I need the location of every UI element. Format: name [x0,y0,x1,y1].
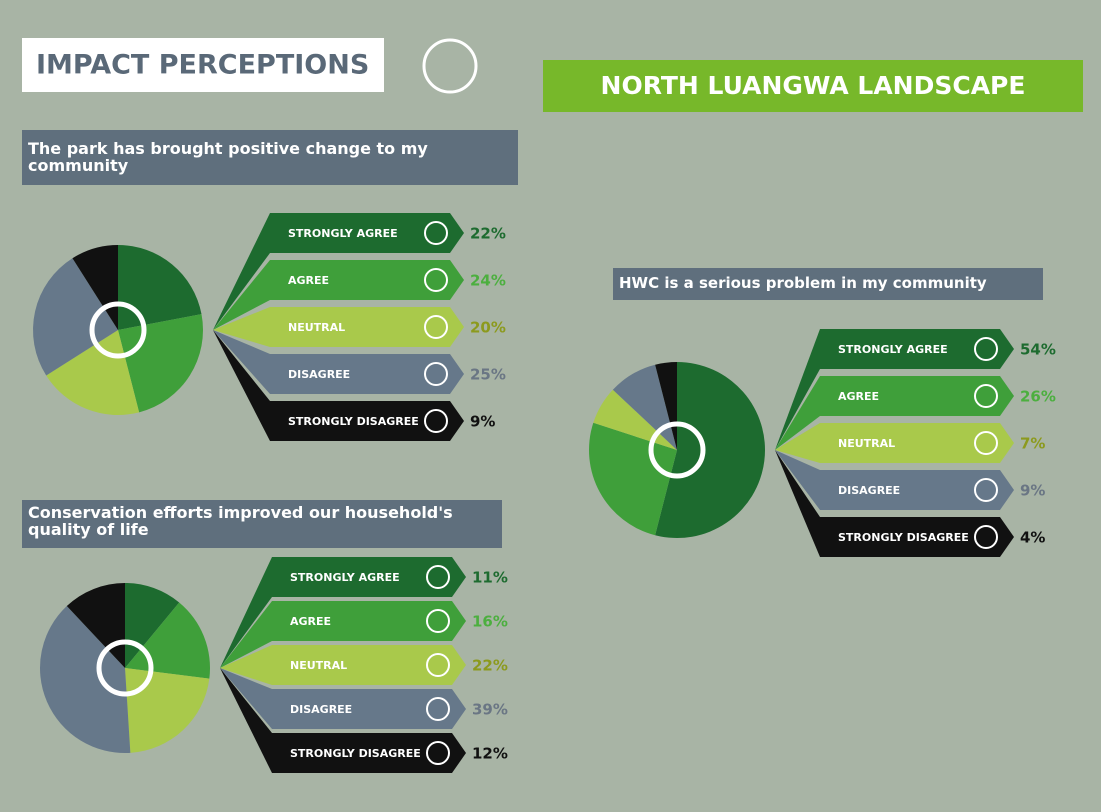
face-icon [424,409,448,433]
category-banner [272,557,466,597]
connector [213,260,270,330]
category-banner [820,329,1014,369]
connector [220,668,272,773]
category-label: NEUTRAL [290,659,347,672]
face-icon [974,525,998,549]
connector [775,329,820,450]
category-banner [272,689,466,729]
category-label: NEUTRAL [288,321,345,334]
value-label: 16% [472,613,508,631]
value-label: 7% [1020,435,1045,453]
chart-title: The park has brought positive change to … [22,130,518,185]
pie-slice [655,362,677,450]
category-label: STRONGLY AGREE [838,343,948,356]
pie-slice [46,330,140,415]
category-banner [272,733,466,773]
pie-icon [648,421,706,479]
brain-icon [422,38,478,94]
value-label: 11% [472,569,508,587]
category-label: STRONGLY AGREE [290,571,400,584]
pie-slice [655,361,765,538]
category-banner [272,601,466,641]
connector [220,601,272,668]
pie-icon [89,301,147,359]
header-box [22,38,384,92]
value-label: 39% [472,701,508,719]
connector [775,423,820,463]
category-banner [820,517,1014,557]
face-icon [426,741,450,765]
value-label: 24% [470,272,506,290]
category-banner [270,401,464,441]
category-banner [272,645,466,685]
connector [220,645,272,685]
face-icon [424,362,448,386]
face-icon [426,697,450,721]
value-label: 22% [472,657,508,675]
connector [775,450,820,510]
category-label: AGREE [838,390,879,403]
pie-slice [118,245,202,330]
pie-slice [589,422,677,536]
category-banner [820,470,1014,510]
face-icon [974,337,998,361]
face-icon [974,431,998,455]
value-label: 22% [470,225,506,243]
connector [775,376,820,450]
category-label: STRONGLY DISAGREE [290,747,421,760]
connector [775,450,820,557]
value-label: 20% [470,319,506,337]
category-label: STRONGLY DISAGREE [838,531,969,544]
connector [213,330,270,441]
value-label: 26% [1020,388,1056,406]
value-label: 12% [472,745,508,763]
connector [213,330,270,394]
pie-icon [96,639,154,697]
face-icon [424,315,448,339]
category-banner [820,423,1014,463]
region-title: NORTH LUANGWA LANDSCAPE [601,71,1026,100]
pie-slice [32,258,118,376]
category-label: DISAGREE [290,703,352,716]
face-icon [426,565,450,589]
value-label: 25% [470,366,506,384]
value-label: 4% [1020,529,1045,547]
pie-slice [39,606,131,753]
category-label: NEUTRAL [838,437,895,450]
value-label: 54% [1020,341,1056,359]
pie-slice [125,668,210,753]
category-label: AGREE [290,615,331,628]
pie-slice [125,602,210,679]
category-label: DISAGREE [838,484,900,497]
connector [213,307,270,347]
face-icon [424,268,448,292]
category-banner [820,376,1014,416]
chart-title: Conservation efforts improved our househ… [22,500,502,548]
chart-title: HWC is a serious problem in my community [613,268,1043,300]
region-box [543,60,1083,112]
category-label: DISAGREE [288,368,350,381]
connector [220,668,272,729]
face-icon [426,653,450,677]
face-icon [974,478,998,502]
value-label: 9% [470,413,495,431]
category-label: STRONGLY AGREE [288,227,398,240]
category-banner [270,307,464,347]
connector [220,557,272,668]
category-banner [270,213,464,253]
pie-slice [118,314,203,413]
connector [213,213,270,330]
category-banner [270,260,464,300]
value-label: 9% [1020,482,1045,500]
face-icon [974,384,998,408]
page-title: IMPACT PERCEPTIONS [36,50,369,81]
category-banner [270,354,464,394]
category-label: STRONGLY DISAGREE [288,415,419,428]
face-icon [426,609,450,633]
category-label: AGREE [288,274,329,287]
face-icon [424,221,448,245]
